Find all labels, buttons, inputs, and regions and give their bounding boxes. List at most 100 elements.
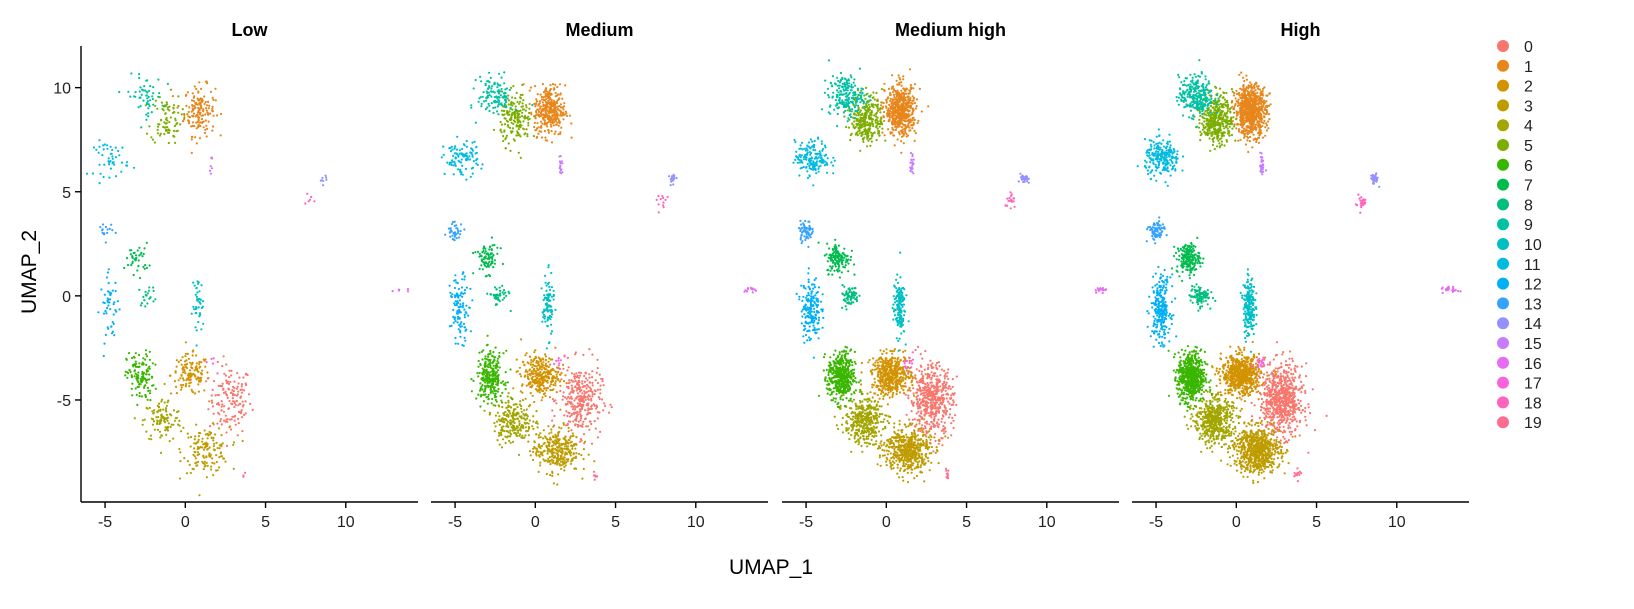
point-cluster-0 <box>929 360 931 362</box>
point-cluster-7 <box>133 274 135 276</box>
point-cluster-5 <box>148 125 150 127</box>
point-cluster-9 <box>158 92 160 94</box>
point-cluster-2 <box>527 376 529 378</box>
point-cluster-0 <box>225 379 227 381</box>
point-cluster-12 <box>454 294 456 296</box>
point-cluster-4 <box>162 409 164 411</box>
point-cluster-7 <box>487 253 489 255</box>
point-cluster-2 <box>182 377 184 379</box>
point-cluster-4 <box>520 408 522 410</box>
point-cluster-0 <box>921 377 923 379</box>
point-cluster-0 <box>592 393 594 395</box>
point-cluster-0 <box>943 432 945 434</box>
point-cluster-3 <box>539 447 541 449</box>
point-cluster-12 <box>107 301 109 303</box>
point-cluster-10 <box>196 291 198 293</box>
point-cluster-1 <box>529 103 531 105</box>
point-cluster-1 <box>195 88 197 90</box>
point-cluster-5 <box>181 113 183 115</box>
point-cluster-7 <box>491 237 493 239</box>
point-cluster-1 <box>890 103 892 105</box>
point-cluster-17 <box>560 359 562 361</box>
point-cluster-0 <box>945 384 947 386</box>
point-cluster-0 <box>939 365 941 367</box>
point-cluster-7 <box>144 264 146 266</box>
point-cluster-5 <box>173 104 175 106</box>
point-cluster-0 <box>225 393 227 395</box>
point-cluster-5 <box>152 139 154 141</box>
point-cluster-15 <box>210 173 212 175</box>
point-cluster-0 <box>918 422 920 424</box>
point-cluster-4 <box>521 417 523 419</box>
point-cluster-2 <box>519 367 521 369</box>
point-cluster-0 <box>906 414 908 416</box>
point-cluster-5 <box>154 105 156 107</box>
point-cluster-1 <box>216 114 218 116</box>
point-cluster-6 <box>142 377 144 379</box>
point-cluster-0 <box>234 415 236 417</box>
point-cluster-8 <box>141 302 143 304</box>
point-cluster-9 <box>488 105 490 107</box>
point-cluster-1 <box>554 114 556 116</box>
point-cluster-11 <box>451 146 453 148</box>
point-cluster-1 <box>556 115 558 117</box>
point-cluster-8 <box>494 286 496 288</box>
point-cluster-0 <box>938 404 940 406</box>
point-cluster-2 <box>896 358 898 360</box>
point-cluster-0 <box>588 348 590 350</box>
point-cluster-0 <box>930 421 932 423</box>
point-cluster-0 <box>944 406 946 408</box>
point-cluster-0 <box>574 424 576 426</box>
point-cluster-4 <box>157 416 159 418</box>
point-cluster-11 <box>473 160 475 162</box>
point-cluster-5 <box>533 115 535 117</box>
point-cluster-3 <box>532 428 534 430</box>
point-cluster-9 <box>481 103 483 105</box>
point-cluster-0 <box>936 422 938 424</box>
point-cluster-3 <box>215 454 217 456</box>
point-cluster-9 <box>488 110 490 112</box>
point-cluster-3 <box>532 451 534 453</box>
point-cluster-5 <box>177 105 179 107</box>
point-cluster-2 <box>899 391 901 393</box>
point-cluster-1 <box>208 121 210 123</box>
point-cluster-6 <box>135 387 137 389</box>
point-cluster-6 <box>493 360 495 362</box>
point-cluster-12 <box>455 343 457 345</box>
point-cluster-3 <box>557 473 559 475</box>
point-cluster-9 <box>495 101 497 103</box>
point-cluster-0 <box>568 382 570 384</box>
point-cluster-12 <box>454 287 456 289</box>
point-cluster-11 <box>460 161 462 163</box>
point-cluster-5 <box>512 85 514 87</box>
point-cluster-0 <box>603 384 605 386</box>
point-cluster-10 <box>546 325 548 327</box>
point-cluster-3 <box>197 454 199 456</box>
point-cluster-9 <box>505 106 507 108</box>
point-cluster-14 <box>672 183 674 185</box>
point-cluster-8 <box>154 298 156 300</box>
point-cluster-5 <box>516 125 518 127</box>
point-cluster-1 <box>535 117 537 119</box>
point-cluster-11 <box>115 147 117 149</box>
point-cluster-1 <box>550 124 552 126</box>
point-cluster-13 <box>451 223 453 225</box>
point-cluster-0 <box>576 412 578 414</box>
point-cluster-1 <box>565 112 567 114</box>
point-cluster-8 <box>508 292 510 294</box>
point-cluster-3 <box>568 427 570 429</box>
point-cluster-2 <box>181 364 183 366</box>
point-cluster-2 <box>544 353 546 355</box>
point-cluster-2 <box>164 383 166 385</box>
point-cluster-4 <box>522 427 524 429</box>
point-cluster-6 <box>131 374 133 376</box>
point-cluster-2 <box>184 360 186 362</box>
point-cluster-0 <box>948 416 950 418</box>
point-cluster-0 <box>551 409 553 411</box>
point-cluster-0 <box>591 395 593 397</box>
point-cluster-2 <box>556 376 558 378</box>
point-cluster-0 <box>936 383 938 385</box>
point-cluster-0 <box>217 361 219 363</box>
point-cluster-1 <box>883 89 885 91</box>
point-cluster-12 <box>462 304 464 306</box>
